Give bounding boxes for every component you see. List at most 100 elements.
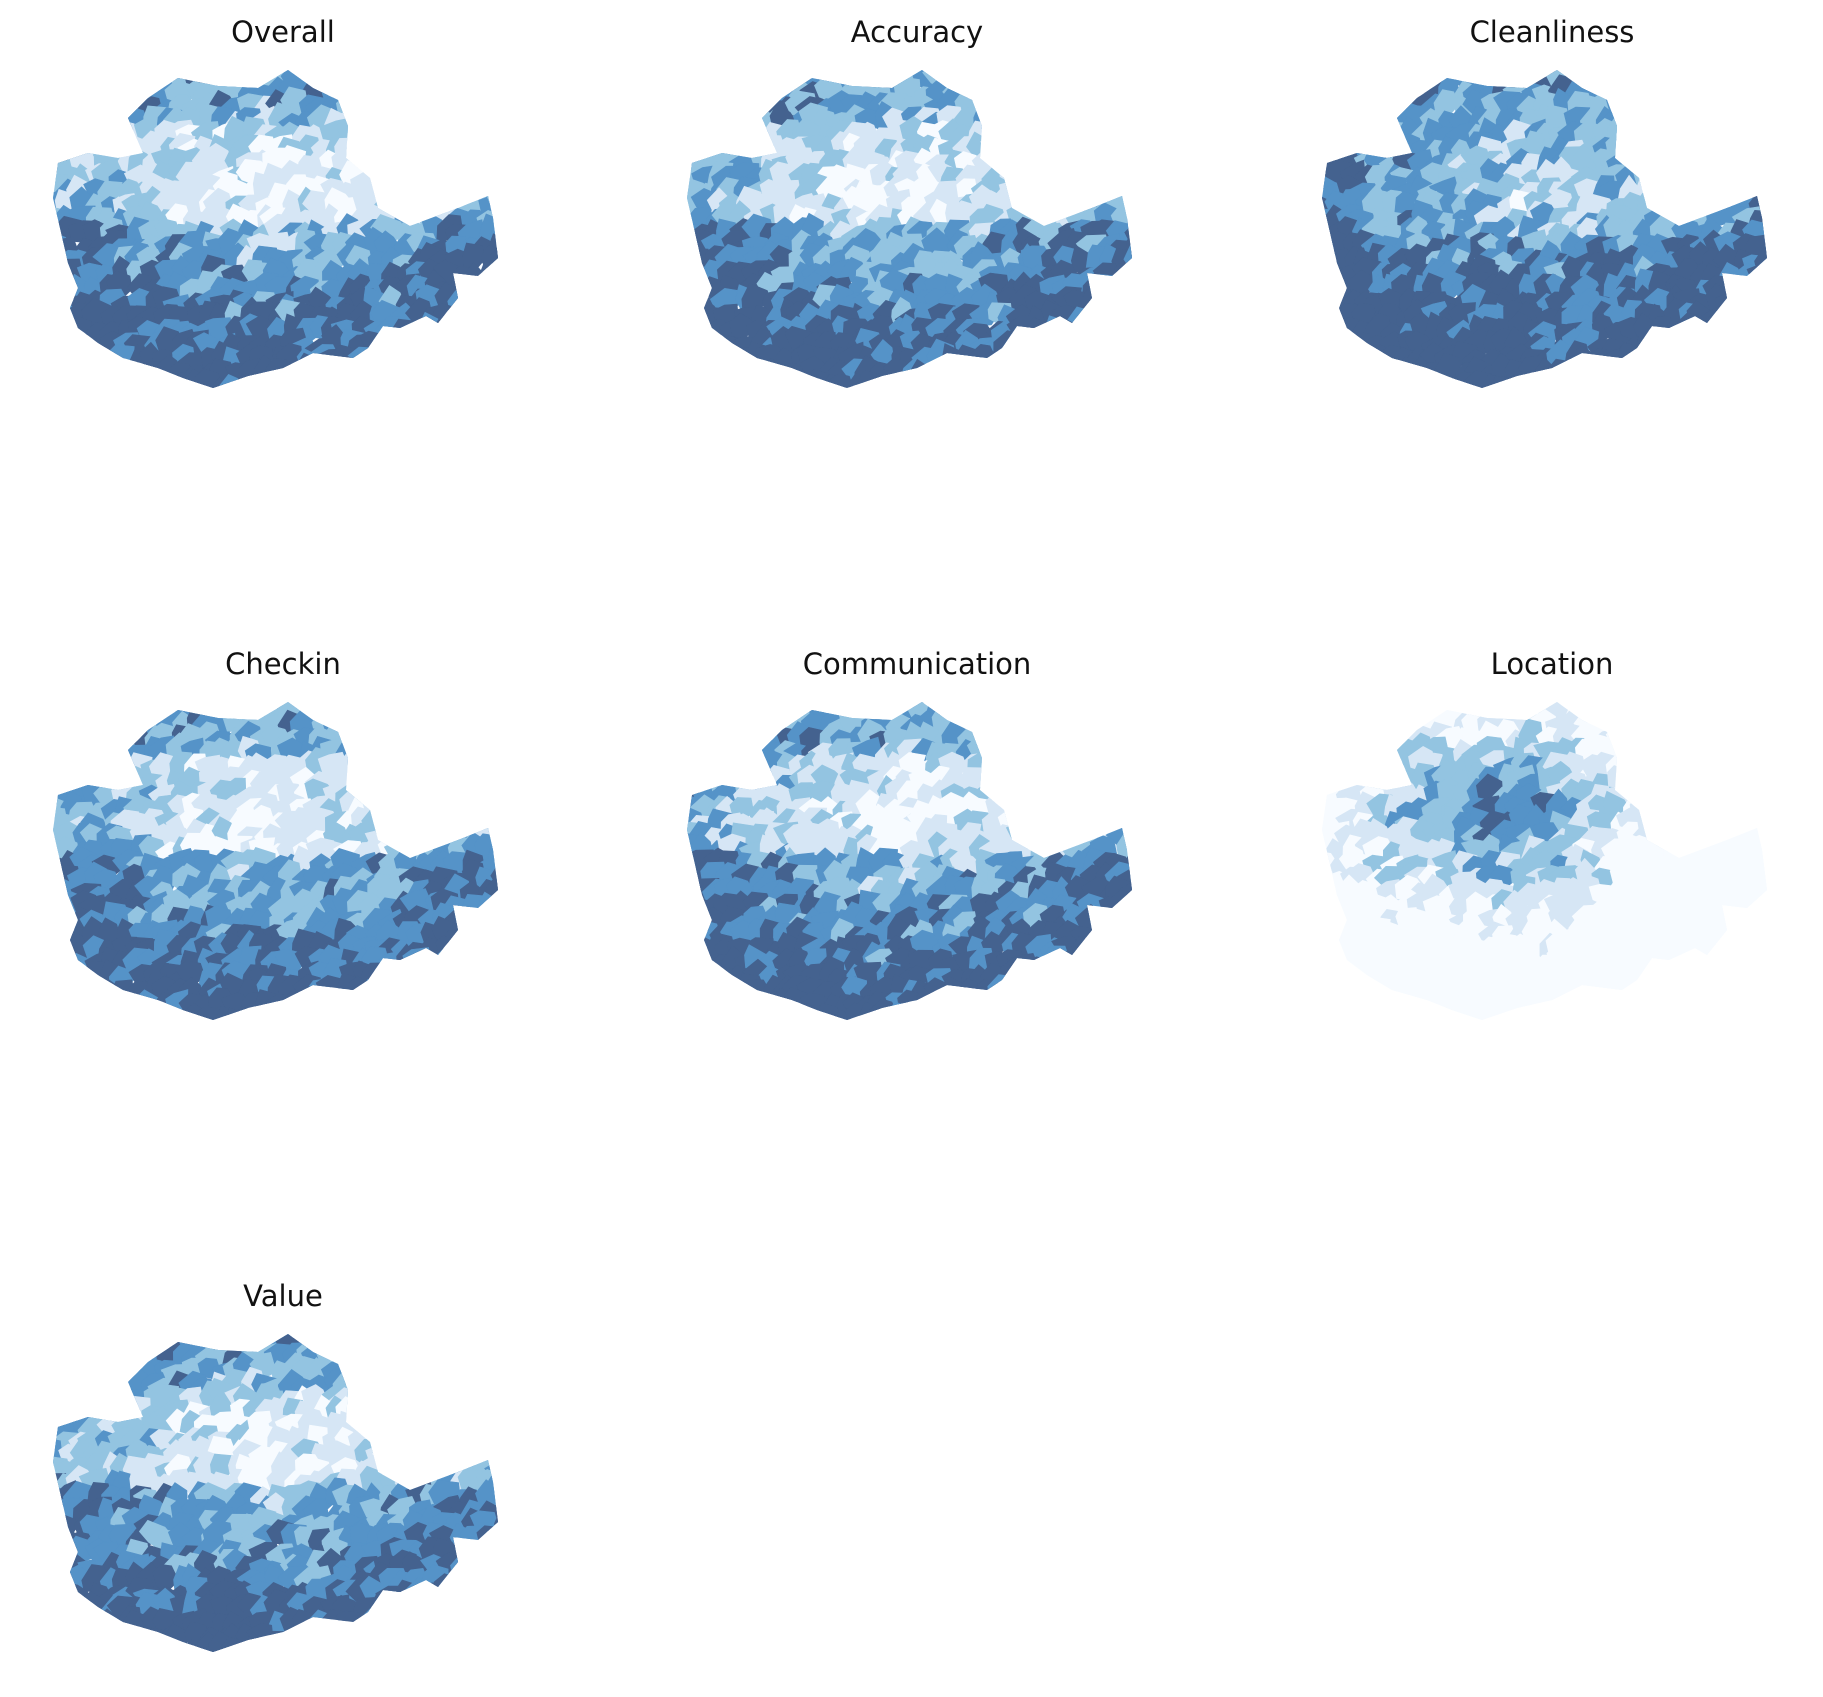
map-area <box>1647 807 1677 835</box>
map-area <box>1680 144 1710 180</box>
map-area <box>1626 112 1657 141</box>
map-area <box>1491 376 1514 388</box>
map-area <box>497 237 498 263</box>
map-area <box>1020 963 1050 990</box>
map-area <box>417 804 450 835</box>
map-area <box>740 992 772 1020</box>
map-area <box>1144 220 1170 247</box>
map-area <box>487 79 498 108</box>
map-area <box>1014 151 1040 184</box>
map-area <box>996 94 1020 119</box>
map-area <box>1053 1009 1082 1020</box>
map-area <box>442 70 473 92</box>
map-area <box>1134 683 1158 708</box>
map-area <box>1139 835 1163 862</box>
region-cells <box>1322 70 1767 388</box>
map-area <box>701 80 729 113</box>
map-area <box>1659 785 1691 807</box>
map-area <box>1727 768 1754 794</box>
map-area <box>1322 92 1339 127</box>
map-area <box>1341 89 1373 117</box>
map-area <box>1110 135 1132 161</box>
map-area <box>379 375 407 388</box>
map-area <box>1011 702 1040 713</box>
map-area <box>1569 70 1603 81</box>
map-area <box>1049 100 1076 136</box>
map-area <box>1725 752 1755 778</box>
map-area <box>1690 162 1721 187</box>
map-area <box>1011 765 1043 790</box>
map-area <box>730 1003 756 1020</box>
map-area <box>1772 978 1801 1002</box>
map-area <box>402 175 433 209</box>
map-area <box>55 1009 80 1020</box>
map-area <box>94 1334 128 1346</box>
map-area <box>1658 358 1686 384</box>
map-area <box>211 1334 241 1345</box>
map-area <box>687 702 705 711</box>
map-area <box>281 367 306 388</box>
map-area <box>88 375 117 388</box>
map-area <box>1112 284 1132 313</box>
map-area <box>1747 364 1767 388</box>
map-area <box>401 807 436 840</box>
map-area <box>1756 262 1767 286</box>
map-area <box>1096 936 1125 962</box>
map-area <box>97 725 120 757</box>
map-area <box>101 75 125 105</box>
map-area <box>1141 919 1167 948</box>
map-area <box>1632 740 1664 772</box>
map-area <box>1698 973 1728 1002</box>
map-area <box>1140 235 1161 262</box>
map-area <box>966 354 991 381</box>
map-area <box>65 754 93 779</box>
map-area <box>687 947 705 977</box>
map-area <box>1732 158 1761 185</box>
map-area <box>1053 702 1084 713</box>
map-area <box>689 708 717 738</box>
map-area <box>1071 702 1101 713</box>
map-area <box>1434 375 1462 388</box>
map-area <box>418 70 444 95</box>
map-area <box>1713 766 1739 795</box>
map-area <box>153 1006 185 1020</box>
choropleth-map <box>687 702 1132 1020</box>
map-area <box>1589 70 1617 94</box>
map-area <box>434 159 457 186</box>
map-area <box>82 748 114 778</box>
map-area <box>496 838 498 866</box>
map-area <box>1742 959 1767 985</box>
map-area <box>464 285 492 312</box>
map-area <box>322 1010 346 1020</box>
map-area <box>1726 702 1757 710</box>
map-area <box>404 352 432 375</box>
map-area <box>96 1334 122 1355</box>
map-area <box>1038 961 1063 987</box>
map-area <box>763 1005 790 1020</box>
map-area <box>1575 358 1601 386</box>
map-area <box>404 774 431 807</box>
map-area <box>1619 702 1643 727</box>
map-area <box>448 1003 477 1020</box>
map-area <box>360 720 394 751</box>
map-area <box>1144 91 1171 113</box>
map-area <box>1323 70 1356 74</box>
map-area <box>53 964 74 987</box>
map-area <box>1113 967 1132 990</box>
map-area <box>1660 168 1692 195</box>
map-area <box>1027 179 1056 204</box>
map-area <box>504 849 533 876</box>
map-area <box>1008 359 1036 388</box>
map-area <box>954 702 981 725</box>
map-area <box>1616 747 1648 776</box>
map-area <box>1686 789 1715 819</box>
map-area <box>1123 305 1132 334</box>
map-area <box>344 710 374 734</box>
map-area <box>1350 724 1375 751</box>
map-area <box>853 70 885 79</box>
map-area <box>985 769 1012 800</box>
map-area <box>769 702 798 720</box>
map-area <box>425 137 449 167</box>
map-area <box>1760 977 1767 1004</box>
map-area <box>487 706 498 735</box>
